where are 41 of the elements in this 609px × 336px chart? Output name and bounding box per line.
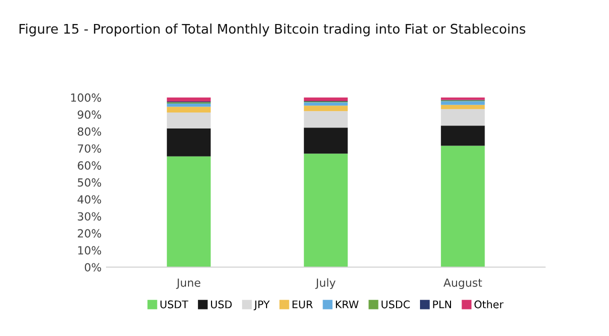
chart-title: Figure 15 - Proportion of Total Monthly Bitcoin trading into Fiat or Stablecoins <box>20 24 526 36</box>
legend-label: EUR <box>292 300 313 308</box>
y-tick-label: 20% <box>78 229 102 238</box>
bar <box>440 104 485 110</box>
bar <box>304 106 348 112</box>
bar <box>304 154 348 268</box>
bar <box>304 111 348 128</box>
y-tick-label: 100% <box>71 93 102 102</box>
bar <box>166 156 211 268</box>
legend-label: USDT <box>160 300 188 308</box>
y-tick-label: 90% <box>78 110 102 119</box>
x-tick-label: June <box>176 278 200 289</box>
legend-label: KRW <box>336 300 359 308</box>
y-tick-label: 0% <box>84 263 102 272</box>
legend-label: PLN <box>433 300 451 308</box>
y-tick-label: 50% <box>78 178 102 187</box>
bar <box>304 97 348 102</box>
bar <box>440 126 485 146</box>
bar <box>440 146 485 268</box>
legend-label: USDC <box>382 300 410 308</box>
bar <box>440 101 485 105</box>
y-tick-label: 70% <box>78 144 102 153</box>
y-tick-label: 60% <box>78 161 102 170</box>
x-tick-label: July <box>315 278 336 289</box>
legend-label: USD <box>211 300 232 308</box>
y-tick-label: 40% <box>78 195 102 204</box>
bar <box>166 112 211 128</box>
bar <box>166 97 211 102</box>
legend-label: JPY <box>254 300 270 310</box>
y-tick-label: 10% <box>78 246 102 255</box>
y-tick-label: 30% <box>78 212 102 221</box>
bar <box>304 128 348 154</box>
bar <box>440 97 485 100</box>
bar <box>166 128 211 156</box>
bar <box>304 102 348 106</box>
y-tick-label: 80% <box>78 127 102 136</box>
bar <box>166 106 211 113</box>
bar <box>440 109 485 126</box>
x-tick-label: August <box>443 278 482 289</box>
bar <box>166 104 211 107</box>
legend-label: Other <box>474 300 504 308</box>
